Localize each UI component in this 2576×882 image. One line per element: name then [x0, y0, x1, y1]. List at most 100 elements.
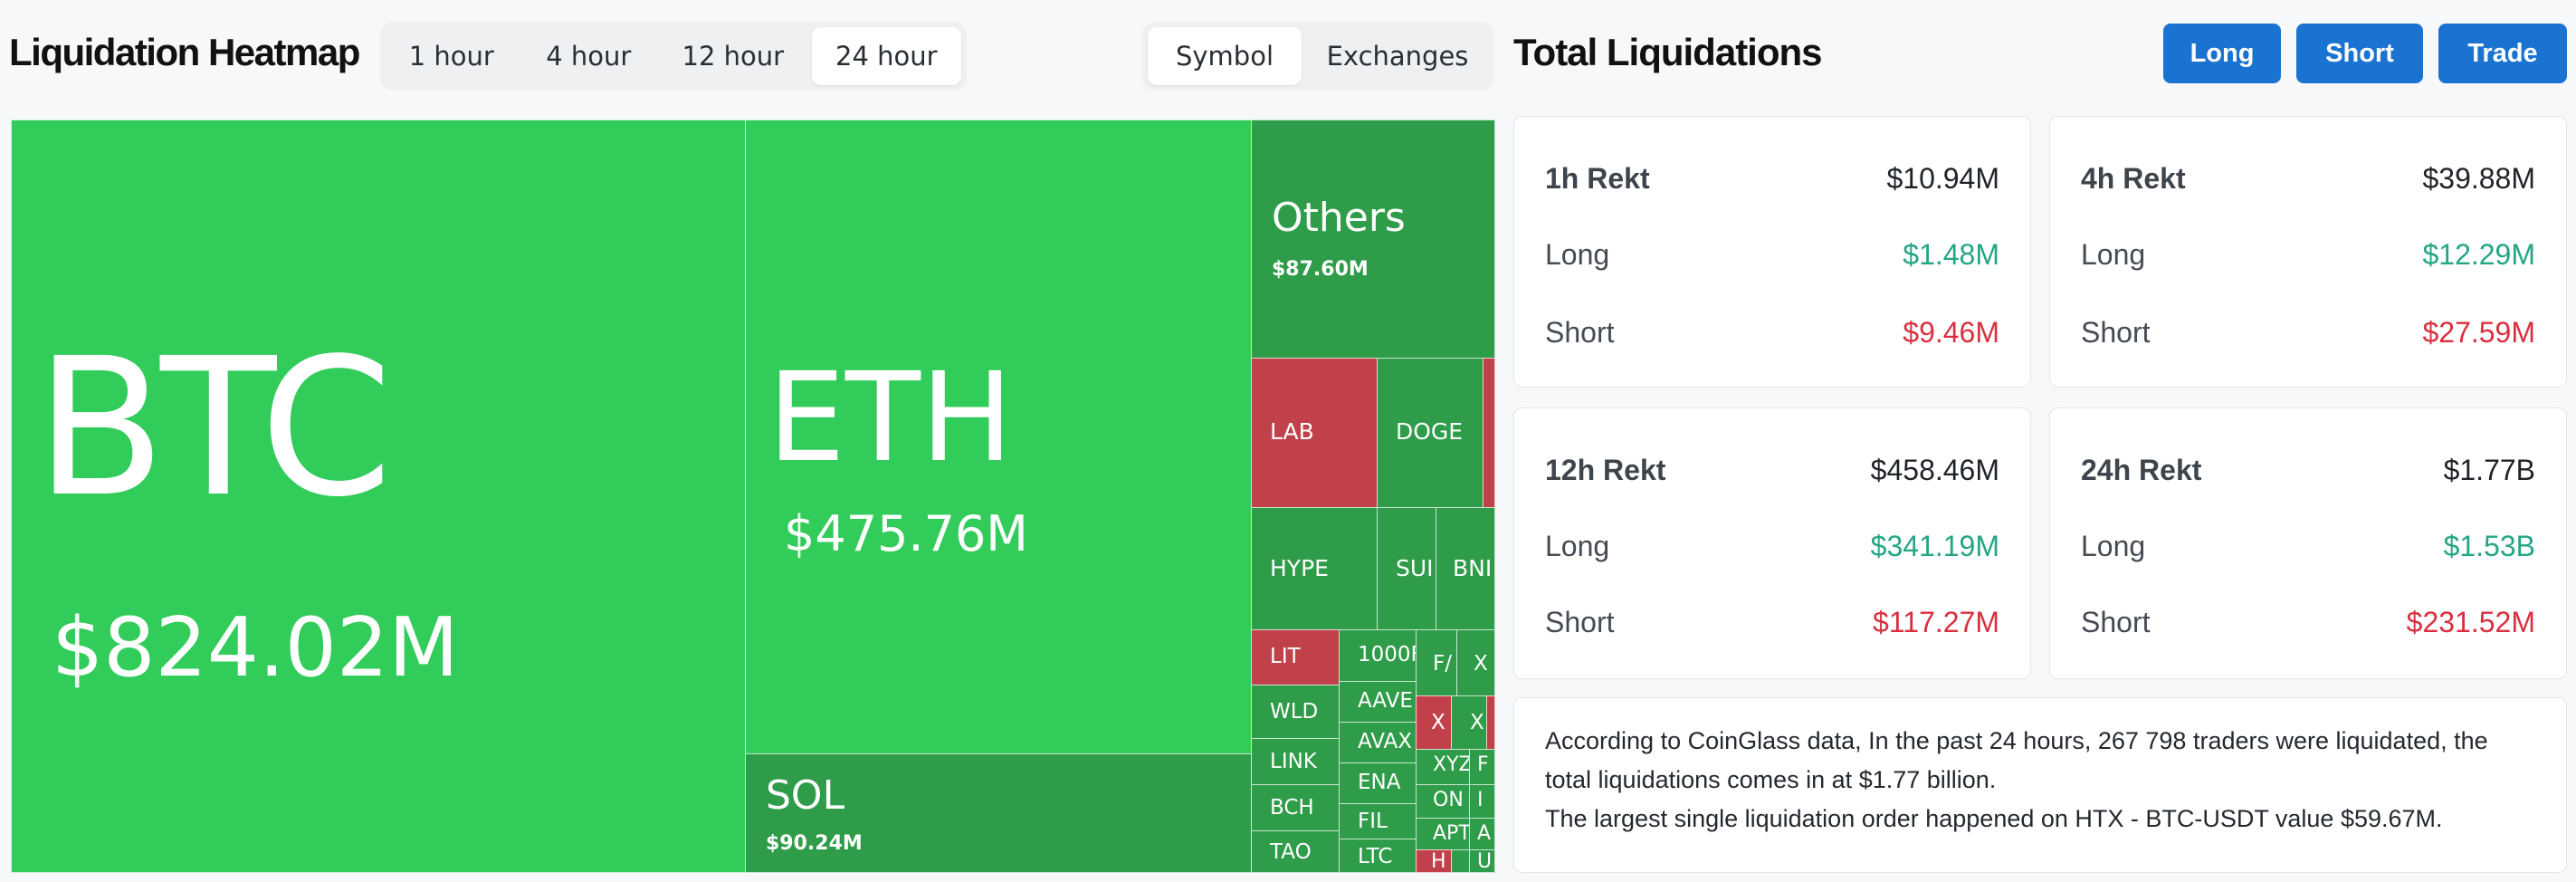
- tile-x1-symbol: X: [1474, 652, 1488, 676]
- tile-wld-symbol: WLD: [1270, 700, 1319, 724]
- card-title: 12h Rekt: [1545, 454, 1666, 486]
- rekt-card-12h: 12h Rekt $458.46M Long $341.19M Short $117.…: [1513, 407, 2031, 679]
- total-liquidations-title: Total Liquidations: [1513, 31, 1823, 73]
- time-range-tabs: 1 hour 4 hour 12 hour 24 hour: [380, 22, 967, 91]
- tile-fa-symbol: F/: [1433, 652, 1452, 676]
- tile-a-symbol: A: [1477, 822, 1492, 845]
- short-label: Short: [2081, 316, 2151, 349]
- tile-ltc[interactable]: LTC: [1339, 839, 1417, 873]
- tile-xyz[interactable]: XYZ: [1416, 749, 1470, 785]
- tile-doge[interactable]: DOGE: [1377, 358, 1484, 508]
- trade-button[interactable]: Trade: [2438, 24, 2567, 83]
- tile-aave[interactable]: AAVE: [1339, 681, 1417, 723]
- tile-eth-value: $475.76M: [784, 505, 1028, 562]
- long-label: Long: [1545, 530, 1610, 562]
- tile-others[interactable]: Others $87.60M: [1251, 120, 1495, 359]
- tile-sol-value: $90.24M: [766, 832, 863, 855]
- short-button[interactable]: Short: [2296, 24, 2423, 83]
- tile-a[interactable]: A: [1469, 818, 1495, 850]
- long-amount: $341.19M: [1870, 530, 1999, 562]
- tile-lit-symbol: LIT: [1270, 645, 1301, 668]
- tile-bni[interactable]: BNI: [1436, 507, 1495, 630]
- view-tabs: Symbol Exchanges: [1142, 22, 1493, 91]
- tile-fa[interactable]: F/: [1416, 629, 1457, 696]
- card-title: 4h Rekt: [2081, 162, 2186, 195]
- card-total: $458.46M: [1870, 454, 1999, 486]
- tile-bch[interactable]: BCH: [1251, 784, 1340, 831]
- tile-eth-symbol: ETH: [768, 347, 1014, 490]
- tile-ena[interactable]: ENA: [1339, 762, 1417, 804]
- heatmap-title: Liquidation Heatmap: [9, 31, 360, 73]
- liquidation-summary: According to CoinGlass data, In the past…: [1513, 697, 2567, 873]
- tile-lab-symbol: LAB: [1270, 418, 1314, 445]
- tile-x3-symbol: X: [1470, 711, 1484, 734]
- long-button[interactable]: Long: [2163, 24, 2281, 83]
- tile-h-symbol: H: [1431, 850, 1446, 873]
- tile-tao[interactable]: TAO: [1251, 830, 1340, 873]
- long-label: Long: [2081, 530, 2146, 562]
- tile-eth[interactable]: ETH $475.76M: [745, 120, 1252, 754]
- tile-avax[interactable]: AVAX: [1339, 722, 1417, 763]
- tab-24-hour[interactable]: 24 hour: [811, 27, 962, 85]
- tab-4-hour[interactable]: 4 hour: [546, 41, 632, 72]
- tile-hype[interactable]: HYPE: [1251, 507, 1378, 630]
- tile-on[interactable]: ON: [1416, 784, 1470, 819]
- tile-bni-symbol: BNI: [1453, 555, 1493, 581]
- tile-f[interactable]: F: [1469, 749, 1495, 785]
- liquidation-heatmap: BTC $824.02M ETH $475.76M SOL $90.24M Ot…: [11, 120, 1495, 873]
- tile-h[interactable]: H: [1416, 849, 1452, 873]
- card-total: $1.77B: [2443, 454, 2535, 486]
- tile-1000f[interactable]: 1000F: [1339, 629, 1417, 682]
- tile-x2-symbol: X: [1431, 711, 1445, 734]
- tile-fil-symbol: FIL: [1358, 810, 1388, 833]
- card-title: 1h Rekt: [1545, 162, 1650, 195]
- tile-xyz-symbol: XYZ: [1433, 753, 1470, 776]
- tile-sui[interactable]: SUI: [1377, 507, 1436, 630]
- long-label: Long: [1545, 238, 1610, 271]
- tile-tao-symbol: TAO: [1270, 840, 1312, 864]
- tab-1-hour[interactable]: 1 hour: [408, 41, 494, 72]
- tile-aave-symbol: AAVE: [1358, 689, 1413, 713]
- short-amount: $231.52M: [2406, 606, 2535, 638]
- tile-sol[interactable]: SOL $90.24M: [745, 753, 1252, 873]
- tile-u-symbol: U: [1477, 850, 1493, 873]
- short-amount: $117.27M: [1873, 606, 1999, 638]
- tab-symbol[interactable]: Symbol: [1148, 27, 1302, 85]
- tile-hype-symbol: HYPE: [1270, 555, 1329, 581]
- tile-g-sliver[interactable]: [1451, 849, 1470, 873]
- tile-x3[interactable]: X: [1451, 695, 1487, 750]
- tile-red-sliver-2[interactable]: [1486, 695, 1495, 750]
- tile-u[interactable]: U: [1469, 849, 1495, 873]
- tile-btc[interactable]: BTC $824.02M: [11, 120, 746, 873]
- tile-i-symbol: I: [1477, 789, 1484, 811]
- tile-1000f-symbol: 1000F: [1358, 643, 1417, 666]
- tile-apt-symbol: APT: [1433, 822, 1470, 845]
- rekt-card-24h: 24h Rekt $1.77B Long $1.53B Short $231.52M: [2049, 407, 2567, 679]
- tile-btc-symbol: BTC: [35, 317, 393, 539]
- tile-others-value: $87.60M: [1272, 258, 1369, 281]
- tile-ena-symbol: ENA: [1358, 771, 1401, 794]
- tile-ltc-symbol: LTC: [1358, 845, 1393, 868]
- short-label: Short: [1545, 606, 1615, 638]
- summary-line-1: According to CoinGlass data, In the past…: [1545, 727, 2488, 793]
- tile-link[interactable]: LINK: [1251, 738, 1340, 785]
- long-label: Long: [2081, 238, 2146, 271]
- tile-x2[interactable]: X: [1416, 695, 1452, 750]
- tile-apt[interactable]: APT: [1416, 818, 1470, 850]
- tile-lit[interactable]: LIT: [1251, 629, 1340, 685]
- tile-on-symbol: ON: [1433, 789, 1464, 811]
- tile-i[interactable]: I: [1469, 784, 1495, 819]
- tile-link-symbol: LINK: [1270, 750, 1317, 773]
- tile-fil[interactable]: FIL: [1339, 803, 1417, 839]
- tile-red-sliver[interactable]: [1483, 358, 1495, 508]
- tile-avax-symbol: AVAX: [1358, 730, 1413, 753]
- tile-x1[interactable]: X: [1456, 629, 1495, 696]
- tab-exchanges[interactable]: Exchanges: [1326, 41, 1469, 72]
- tab-12-hour[interactable]: 12 hour: [682, 41, 785, 72]
- card-total: $39.88M: [2422, 162, 2535, 195]
- tile-sol-symbol: SOL: [766, 772, 845, 819]
- short-label: Short: [2081, 606, 2151, 638]
- tile-wld[interactable]: WLD: [1251, 685, 1340, 739]
- tile-lab[interactable]: LAB: [1251, 358, 1378, 508]
- rekt-card-4h: 4h Rekt $39.88M Long $12.29M Short $27.59M: [2049, 116, 2567, 388]
